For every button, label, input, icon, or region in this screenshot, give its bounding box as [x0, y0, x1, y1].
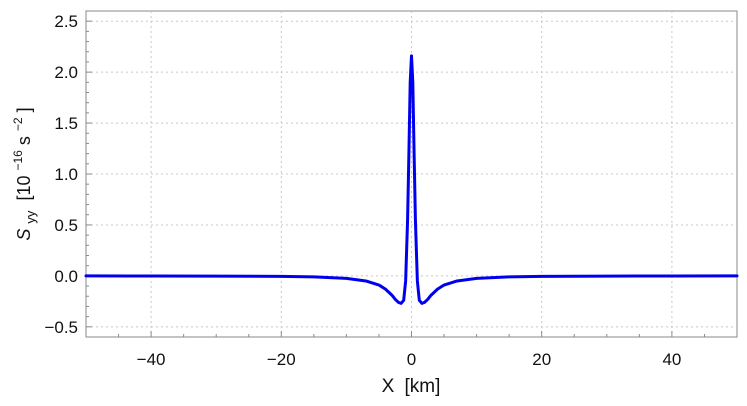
- x-axis-label-unit: [km]: [405, 376, 441, 397]
- series-layer: [84, 54, 739, 305]
- y-tick-label: 1.0: [54, 165, 78, 184]
- series-line: [84, 54, 739, 305]
- y-axis-label-unit-suffix: ]: [14, 107, 34, 112]
- x-axis-label-main: X: [382, 376, 395, 397]
- y-axis-label-symbol: S: [14, 229, 34, 241]
- x-tick-label: −20: [267, 350, 296, 369]
- y-tick-label: 1.5: [54, 114, 78, 133]
- y-axis-label-unit-exp: −16: [11, 150, 25, 171]
- x-tick-label: 0: [407, 350, 416, 369]
- x-axis-label: X [km]: [382, 376, 441, 397]
- y-tick-label: 2.5: [54, 12, 78, 31]
- x-tick-label: −40: [137, 350, 166, 369]
- y-axis-label-unit-mid: s: [14, 136, 34, 145]
- y-axis-label-subscript: yy: [23, 210, 38, 224]
- x-tick-label: 40: [662, 350, 681, 369]
- y-axis-label: S yy [10 −16 s −2 ]: [6, 107, 39, 240]
- ticks-layer: −40 −20 0 20 40 −0.5 0.0 0.5 1.0 1.5 2.0 2.5: [44, 12, 738, 369]
- y-tick-label: 0.5: [54, 216, 78, 235]
- y-axis-label-unit-prefix: [10: [14, 176, 34, 201]
- x-tick-label: 20: [532, 350, 551, 369]
- y-tick-label: 2.0: [54, 63, 78, 82]
- y-axis-label-unit-exp2: −2: [11, 117, 25, 131]
- y-tick-label: −0.5: [44, 318, 78, 337]
- y-tick-label: 0.0: [54, 267, 78, 286]
